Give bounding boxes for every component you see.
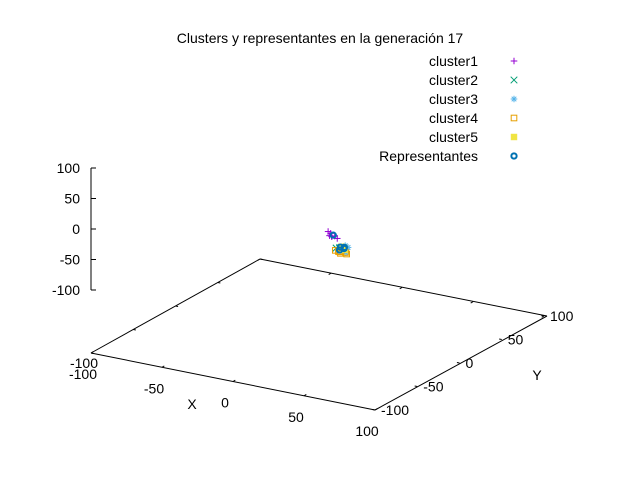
- chart-title: Clusters y representantes en la generaci…: [177, 30, 464, 46]
- y-tick-mark: [456, 362, 460, 364]
- z-tick-label: -50: [60, 252, 80, 268]
- y-axis-line: [374, 315, 548, 411]
- data-point: [329, 231, 337, 239]
- legend-marker: [510, 114, 518, 122]
- y-axis-ticks: -100 -50 0 50 100: [90, 258, 574, 418]
- data-point: [340, 244, 348, 253]
- x-tick-label: -50: [144, 380, 164, 396]
- legend-label: cluster1: [429, 53, 478, 69]
- legend: cluster1 cluster2 cluster3 cluster4 cluster5…: [379, 53, 518, 164]
- legend-marker: [510, 152, 518, 160]
- legend-marker: [510, 57, 518, 65]
- y-tick-mark: [259, 258, 263, 260]
- x-tick-mark: [232, 379, 236, 382]
- x-tick-label: 100: [355, 423, 379, 439]
- y-tick-label: -100: [381, 402, 409, 418]
- x-axis-ticks: -100 -50 0 50 100: [69, 258, 545, 439]
- y-tick-mark: [499, 338, 502, 340]
- origin-tick-label: -100: [70, 355, 98, 371]
- y-tick-label: 100: [550, 308, 574, 324]
- z-tick-label: 50: [64, 191, 80, 207]
- x-axis-label: X: [187, 396, 197, 412]
- y-tick-mark: [541, 315, 545, 317]
- legend-entry: cluster1: [429, 53, 518, 69]
- x-tick-mark: [470, 301, 474, 304]
- z-tick-label: -100: [52, 282, 80, 298]
- legend-entry: cluster4: [429, 110, 518, 126]
- axes-frame: [90, 168, 548, 411]
- data-point: [333, 235, 341, 242]
- x-tick-mark: [161, 365, 165, 368]
- legend-label: cluster5: [429, 129, 478, 145]
- legend-entry: cluster3: [429, 91, 518, 107]
- legend-entry: cluster5: [429, 129, 518, 145]
- y-tick-label: 50: [508, 332, 524, 348]
- y-tick-mark: [372, 409, 376, 411]
- x-tick-mark: [399, 287, 403, 290]
- legend-label: Representantes: [379, 148, 478, 164]
- x-tick-mark: [328, 272, 332, 275]
- y-tick-mark: [90, 352, 94, 354]
- z-tick-label: 100: [57, 160, 81, 176]
- y-tick-label: 0: [466, 355, 474, 371]
- legend-entry: Representantes: [379, 148, 518, 164]
- back-right-edge: [259, 258, 548, 317]
- y-axis-label: Y: [532, 367, 542, 383]
- z-axis-ticks: 100 50 0 -50 -100 -100: [52, 160, 98, 371]
- y-tick-label: -50: [423, 379, 443, 395]
- y-tick-mark: [414, 385, 418, 387]
- legend-label: cluster3: [429, 91, 478, 107]
- x-tick-mark: [257, 258, 261, 261]
- legend-marker: [510, 133, 518, 141]
- legend-marker: [510, 95, 518, 103]
- x-tick-label: 0: [221, 395, 229, 411]
- x-tick-label: 50: [288, 409, 304, 425]
- legend-entry: cluster2: [429, 72, 518, 88]
- y-tick-mark: [175, 305, 179, 307]
- x-tick-mark: [374, 408, 378, 411]
- legend-label: cluster4: [429, 110, 478, 126]
- x-tick-label: -100: [69, 366, 97, 382]
- z-tick-label: 0: [72, 221, 80, 237]
- x-tick-mark: [303, 394, 307, 397]
- data-points: [324, 228, 352, 258]
- legend-marker: [510, 76, 518, 84]
- y-tick-mark: [217, 282, 221, 284]
- y-tick-mark: [133, 329, 136, 331]
- legend-label: cluster2: [429, 72, 478, 88]
